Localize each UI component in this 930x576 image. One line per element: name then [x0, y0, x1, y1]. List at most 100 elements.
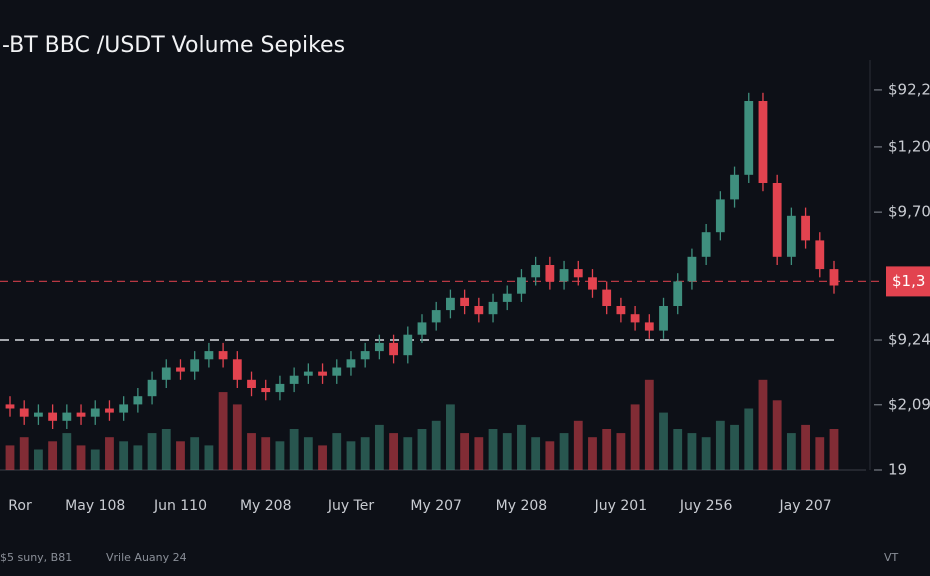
candle-body	[289, 375, 299, 384]
candle-body	[232, 359, 242, 380]
volume-bar	[588, 437, 597, 470]
x-tick-label: Jun 110	[153, 498, 207, 514]
volume-bar	[431, 420, 441, 470]
volume-bar	[133, 445, 143, 470]
x-tick-label: My 208	[240, 498, 292, 514]
candle-body	[531, 265, 541, 278]
x-tick-label: Ror	[8, 498, 32, 514]
candle-body	[815, 240, 825, 270]
x-tick-label: Juy 256	[679, 498, 733, 514]
price-badge-label: $1,3	[892, 272, 925, 290]
candle-body	[5, 404, 15, 409]
volume-bar	[403, 437, 413, 470]
candle-body	[701, 232, 711, 257]
candle-body	[602, 289, 612, 306]
volume-bar	[559, 433, 569, 470]
candle-body	[76, 412, 86, 417]
volume-bar	[730, 424, 739, 470]
candle-body	[502, 293, 512, 302]
volume-bar	[105, 437, 114, 470]
candle-body	[332, 367, 342, 376]
candle-body	[161, 367, 171, 380]
volume-bar	[332, 433, 342, 470]
candle-body	[346, 359, 356, 368]
candle-body	[374, 342, 384, 352]
volume-bar	[261, 437, 271, 470]
volume-bar	[161, 429, 171, 470]
candle-body	[389, 342, 398, 356]
volume-bar	[502, 433, 512, 470]
footnote: VT	[884, 551, 899, 564]
volume-bar	[247, 433, 256, 470]
volume-bar	[786, 433, 796, 470]
candle-body	[517, 277, 526, 294]
volume-bar	[147, 433, 157, 470]
candle-body	[34, 412, 43, 417]
y-tick-label: $9,24	[888, 331, 930, 349]
volume-bar	[488, 429, 498, 470]
x-tick-label: My 207	[410, 498, 462, 514]
volume-bar	[232, 404, 242, 470]
candle-body	[772, 183, 782, 257]
candle-body	[730, 174, 739, 200]
candle-body	[360, 351, 370, 360]
candle-body	[218, 351, 228, 360]
candle-body	[318, 371, 327, 376]
volume-bar	[76, 445, 86, 470]
volume-bar	[801, 424, 810, 470]
y-tick-label: $92,2	[888, 80, 930, 98]
volume-bar	[218, 392, 228, 470]
volume-bar	[545, 441, 555, 470]
candle-body	[90, 408, 100, 417]
candle-body	[588, 277, 597, 290]
volume-bar	[474, 437, 484, 470]
candle-body	[801, 215, 810, 241]
volume-bar	[48, 441, 58, 470]
volume-bar	[602, 429, 612, 470]
x-tick-label: Juy Ter	[327, 498, 375, 514]
candle-body	[573, 269, 583, 278]
candle-body	[644, 322, 654, 331]
candle-body	[133, 396, 143, 405]
volume-bar	[119, 441, 129, 470]
candle-body	[545, 265, 555, 282]
candle-body	[303, 371, 313, 376]
volume-bar	[303, 437, 313, 470]
candle-body	[758, 101, 768, 183]
volume-bar	[62, 433, 72, 470]
volume-bar	[374, 424, 384, 470]
candle-body	[474, 306, 484, 315]
x-tick-label: My 208	[496, 498, 548, 514]
volume-bar	[389, 433, 398, 470]
x-tick-label: May 108	[65, 498, 125, 514]
candle-body	[261, 388, 271, 393]
candle-body	[687, 256, 697, 282]
candle-body	[744, 101, 754, 175]
x-tick-label: Jay 207	[779, 498, 832, 514]
candle-body	[659, 306, 668, 331]
candle-body	[786, 215, 796, 257]
volume-bar	[573, 420, 583, 470]
candle-body	[715, 199, 725, 233]
y-tick-label: $1,20	[888, 137, 930, 155]
volume-bar	[34, 449, 43, 470]
candle-body	[19, 408, 29, 417]
candle-body	[559, 269, 569, 282]
candle-body	[176, 367, 185, 372]
volume-bar	[5, 445, 15, 470]
candle-body	[488, 301, 498, 315]
volume-bar	[659, 412, 668, 470]
volume-bar	[517, 424, 526, 470]
candle-body	[616, 306, 626, 315]
candle-body	[247, 379, 256, 388]
candle-body	[460, 297, 470, 306]
candle-body	[431, 310, 441, 323]
price-badge	[886, 266, 930, 297]
volume-bar	[815, 437, 825, 470]
volume-bar	[630, 404, 640, 470]
candle-body	[829, 269, 839, 286]
volume-bar	[829, 429, 839, 470]
volume-bar	[758, 379, 768, 470]
